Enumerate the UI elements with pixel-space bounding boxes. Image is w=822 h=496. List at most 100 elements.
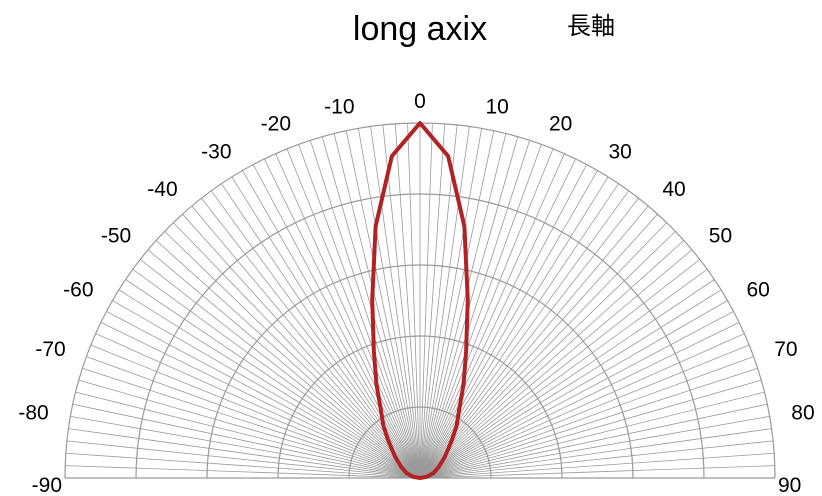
spoke-line [382,124,421,479]
chart-title: long axix [353,10,487,48]
spoke-line [419,176,609,479]
spoke-line [333,133,421,479]
angle-tick-label: 20 [549,113,572,136]
spoke-line [419,249,693,479]
spoke-line [65,452,421,479]
spoke-line [112,300,421,479]
spoke-line [345,130,421,479]
spoke-line [419,126,470,479]
series-layer [370,121,470,480]
spoke-line [407,123,421,479]
spoke-line [419,140,531,479]
spoke-line [264,158,421,479]
spoke-line [68,428,421,479]
spoke-line [164,231,421,479]
angle-tick-label: -60 [63,279,93,302]
chart-subtitle: 長軸 [567,12,615,40]
spoke-line [419,379,762,479]
spoke-line [106,310,421,479]
angle-tick-labels: -90 -80 -70 -60 -50 -40 -30 -20 -10 0 10 20 30 40 50 60… [18,90,814,496]
spoke-line [419,144,542,479]
spoke-line [419,415,770,479]
spoke-line [419,240,685,479]
angle-tick-label: -30 [201,141,231,164]
angle-tick-label: -90 [32,474,62,496]
angle-tick-label: 60 [746,279,769,302]
angle-tick-label: 0 [414,90,426,113]
spoke-line [182,213,421,479]
spoke-line [419,190,629,479]
spoke-line [419,322,740,479]
angle-tick-label: -10 [324,96,354,119]
spoke-line [231,176,421,479]
spoke-line [419,269,708,479]
spoke-line [90,344,421,479]
spoke-line [419,300,728,479]
spoke-line [419,310,734,479]
spoke-line [419,356,754,479]
spoke-line [419,123,446,479]
spoke-line [221,183,421,479]
spoke-line [286,148,421,479]
spoke-line [419,124,458,479]
spoke-line [419,123,433,479]
angle-tick-label: -40 [147,178,177,201]
spoke-line [70,415,421,479]
spoke-line [419,428,772,479]
spoke-line [140,259,421,479]
spoke-line [419,153,565,479]
spoke-line [242,170,421,479]
spoke-line [419,183,619,479]
spoke-line [419,164,588,479]
spoke-line [419,133,507,479]
spoke-line [419,231,676,479]
spoke-line [95,333,421,479]
angle-tick-label: 50 [709,225,732,248]
spoke-line [419,452,775,479]
spoke-line [155,240,421,479]
angle-tick-label: -80 [18,402,48,425]
angle-tick-label: 40 [662,178,685,201]
spoke-line [147,249,421,479]
spoke-line [191,205,421,479]
spoke-line [66,440,421,479]
spoke-line [419,333,745,479]
spoke-line [82,367,421,479]
spoke-line [173,222,421,479]
spoke-line [65,465,421,479]
spoke-line [370,126,421,479]
angle-tick-label: 90 [778,474,801,496]
spoke-line [125,279,421,479]
angle-tick-label: -50 [101,225,131,248]
spoke-line [419,213,658,479]
spoke-line [298,144,421,479]
spoke-line [419,279,715,479]
spoke-line [72,403,421,479]
spoke-line [78,379,421,479]
spoke-line [419,403,768,479]
angle-tick-label: 30 [609,141,632,164]
spoke-line [100,322,421,479]
spoke-line [419,465,775,479]
spoke-line [419,158,576,479]
spoke-line [275,153,421,479]
spoke-line [394,123,421,479]
spoke-line [419,344,750,479]
spoke-line [419,128,483,479]
angle-tick-label: -20 [261,113,291,136]
angle-tick-label: 70 [774,338,797,361]
spoke-line [419,205,649,479]
series-line [370,121,470,480]
spoke-line [132,269,421,479]
spoke-line [357,128,421,479]
spoke-line [211,190,421,479]
spoke-line [419,148,554,479]
spoke-line [419,367,758,479]
spoke-line [419,289,722,479]
angle-tick-label: -70 [35,338,65,361]
spoke-line [419,222,667,479]
polar-grid [64,122,776,479]
spoke-line [419,259,700,479]
spoke-line [86,356,421,479]
